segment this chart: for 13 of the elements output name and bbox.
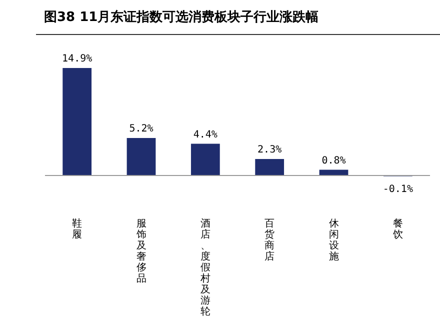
x-tick-label: 鞋履 (72, 217, 82, 240)
x-tick-label: 百货商店 (264, 218, 275, 262)
data-label: 4.4% (193, 129, 218, 140)
category-label: 酒店、度假村及游轮 (200, 218, 210, 318)
chart-title: 图38 11月东证指数可选消费板块子行业涨跌幅 (44, 8, 319, 26)
x-tick-label: 服饰及奢侈品 (135, 218, 146, 284)
data-label: -0.1% (382, 184, 413, 195)
data-label: 0.8% (322, 155, 346, 166)
data-label: 14.9% (62, 54, 92, 65)
x-tick-label: 餐饮 (392, 217, 403, 240)
data-label: 2.3% (258, 144, 282, 156)
data-label: 5.2% (129, 124, 154, 135)
x-tick-label: 休闲设施 (328, 218, 339, 262)
